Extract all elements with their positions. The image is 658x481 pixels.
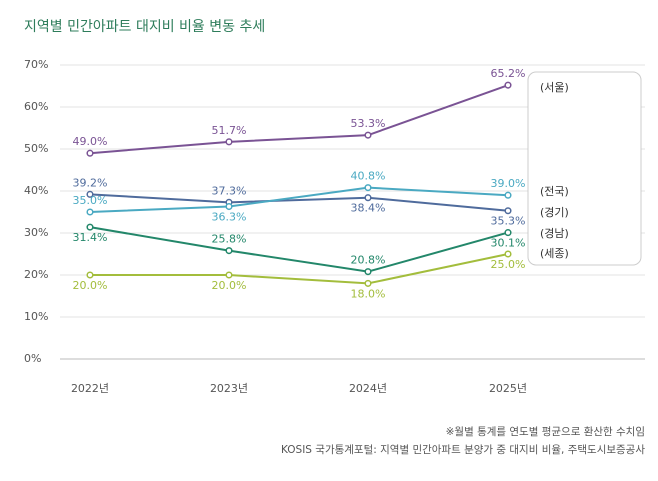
y-tick-label: 10% — [24, 310, 48, 323]
data-label: 53.3% — [351, 117, 386, 130]
data-label: 35.0% — [73, 194, 108, 207]
point — [504, 250, 512, 258]
legend-box — [527, 71, 642, 266]
data-label: 51.7% — [212, 124, 247, 137]
x-tick-label: 2025년 — [489, 382, 527, 395]
series-line — [89, 186, 509, 213]
data-label: 37.3% — [212, 184, 247, 197]
point — [364, 268, 372, 276]
series-line — [89, 84, 509, 155]
data-label: 20.0% — [212, 279, 247, 292]
legend-label: (서울) — [540, 81, 569, 94]
y-tick-label: 40% — [24, 184, 48, 197]
data-label: 65.2% — [491, 67, 526, 80]
point — [504, 207, 512, 215]
point — [364, 184, 372, 192]
x-tick-label: 2024년 — [349, 382, 387, 395]
point — [86, 208, 94, 216]
source: KOSIS 국가통계포털: 지역별 민간아파트 분양가 중 대지비 비율, 주택… — [281, 444, 645, 456]
point — [225, 202, 233, 211]
series-line — [90, 253, 509, 285]
data-label: 36.3% — [212, 211, 247, 224]
data-label: 30.1% — [491, 237, 526, 250]
data-label: 20.8% — [351, 254, 386, 267]
data-label: 39.0% — [491, 177, 526, 190]
data-label: 31.4% — [73, 231, 108, 244]
point — [364, 194, 372, 202]
point — [504, 229, 512, 237]
data-label: 40.8% — [351, 170, 386, 183]
x-tick-label: 2023년 — [210, 382, 248, 395]
y-tick-label: 30% — [24, 226, 48, 239]
note: ※월별 통계를 연도별 평균으로 환산한 수치임 — [446, 425, 645, 438]
series-line — [89, 193, 509, 212]
data-label: 25.0% — [491, 258, 526, 271]
y-tick-label: 60% — [24, 100, 48, 113]
data-label: 49.0% — [73, 135, 108, 148]
chart-title: 지역별 민간아파트 대지비 비율 변동 추세 — [24, 19, 265, 35]
data-label: 20.0% — [73, 279, 108, 292]
data-label: 35.3% — [491, 215, 526, 228]
data-label: 18.0% — [351, 287, 386, 300]
point — [86, 149, 94, 157]
point — [504, 81, 512, 89]
point — [86, 223, 94, 231]
x-tick-label: 2022년 — [71, 382, 109, 395]
y-tick-label: 50% — [24, 142, 48, 155]
point — [225, 138, 233, 146]
point — [86, 271, 94, 279]
data-label: 25.8% — [212, 233, 247, 246]
data-label: 39.2% — [73, 176, 108, 189]
data-label: 38.4% — [351, 202, 386, 215]
series-line — [89, 226, 509, 273]
y-tick-label: 20% — [24, 268, 48, 281]
point — [364, 279, 372, 287]
legend-label: (세종) — [540, 247, 569, 260]
point — [504, 191, 512, 199]
point — [364, 131, 372, 139]
point — [225, 247, 233, 255]
legend-label: (경기) — [540, 206, 569, 219]
y-tick-label: 0% — [24, 352, 41, 365]
legend-label: (경남) — [540, 227, 569, 240]
point — [225, 271, 233, 279]
y-tick-label: 70% — [24, 58, 48, 71]
point — [86, 190, 94, 198]
legend-label: (전국) — [540, 185, 569, 198]
